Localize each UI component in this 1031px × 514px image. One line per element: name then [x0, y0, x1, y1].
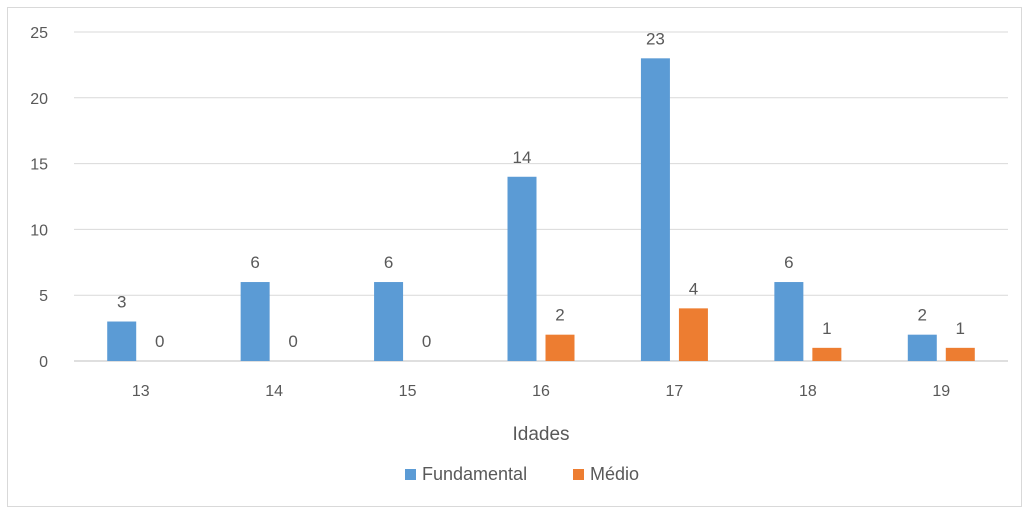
- x-tick-label: 19: [932, 383, 950, 400]
- x-axis-title: Idades: [512, 424, 569, 445]
- legend-swatch: [573, 469, 584, 480]
- y-tick-label: 20: [30, 91, 48, 108]
- data-label: 1: [956, 319, 965, 338]
- x-tick-label: 17: [666, 383, 684, 400]
- legend: Fundamental Médio: [405, 464, 639, 484]
- data-labels: 3 0 6 0 6 0 14 2 23 4 6 1 2 1: [117, 29, 965, 351]
- data-label: 6: [384, 253, 393, 272]
- y-tick-label: 10: [30, 222, 48, 239]
- bar-fundamental-13: [107, 321, 137, 361]
- bar-medio-17: [678, 308, 708, 361]
- bar-fundamental-15: [374, 282, 404, 361]
- y-tick-label: 15: [30, 157, 48, 174]
- bar-medio-19: [945, 347, 975, 361]
- data-label: 23: [646, 29, 665, 48]
- data-label: 4: [689, 279, 698, 298]
- y-axis-ticks: 0 5 10 15 20 25: [30, 25, 48, 371]
- data-label: 0: [288, 332, 297, 351]
- x-tick-label: 15: [399, 383, 417, 400]
- bar-fundamental-14: [240, 282, 270, 361]
- data-label: 6: [250, 253, 259, 272]
- x-tick-label: 18: [799, 383, 817, 400]
- bar-fundamental-19: [907, 334, 937, 361]
- data-label: 2: [918, 306, 927, 325]
- legend-label: Médio: [590, 464, 639, 484]
- legend-label: Fundamental: [422, 464, 527, 484]
- bar-fundamental-17: [640, 58, 670, 361]
- x-tick-label: 14: [265, 383, 283, 400]
- y-tick-label: 25: [30, 25, 48, 42]
- bar-medio-18: [812, 347, 842, 361]
- bar-medio-16: [545, 334, 575, 361]
- legend-swatch: [405, 469, 416, 480]
- y-tick-label: 5: [39, 288, 48, 305]
- data-label: 1: [822, 319, 831, 338]
- data-label: 3: [117, 293, 126, 312]
- data-label: 0: [422, 332, 431, 351]
- x-tick-label: 13: [132, 383, 150, 400]
- bar-fundamental-18: [774, 282, 804, 361]
- bars: [107, 58, 975, 361]
- data-label: 0: [155, 332, 164, 351]
- data-label: 2: [555, 306, 564, 325]
- y-tick-label: 0: [39, 354, 48, 371]
- data-label: 6: [784, 253, 793, 272]
- data-label: 14: [513, 148, 532, 167]
- x-axis-ticks: 13 14 15 16 17 18 19: [132, 383, 950, 400]
- bar-fundamental-16: [507, 176, 537, 361]
- x-tick-label: 16: [532, 383, 550, 400]
- gridlines: [74, 31, 1008, 362]
